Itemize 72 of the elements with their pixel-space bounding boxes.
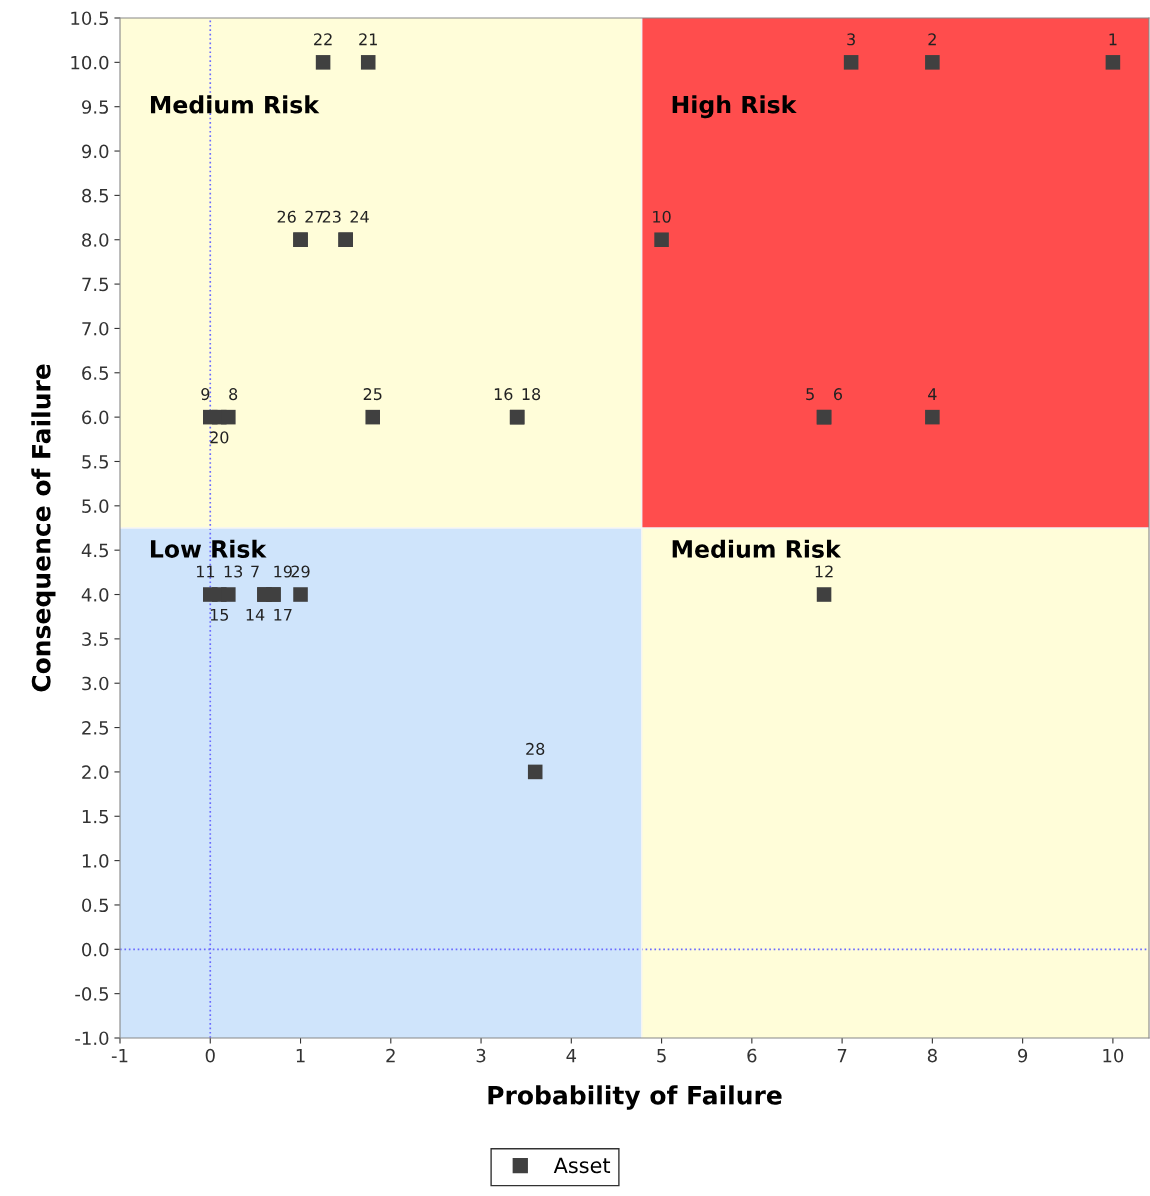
y-tick-label: 5.5 bbox=[82, 455, 109, 469]
annotation: 2 bbox=[928, 33, 936, 46]
annotation: 29 bbox=[291, 565, 310, 578]
annotation: 14 bbox=[246, 608, 265, 621]
y-tick-label: 2.0 bbox=[82, 765, 109, 780]
y-tick-label: 4.0 bbox=[81, 587, 109, 602]
annotation: 5 bbox=[806, 388, 814, 401]
annotation: 10 bbox=[653, 210, 671, 223]
annotation: 15 bbox=[210, 608, 229, 621]
y-tick-label: 6.5 bbox=[82, 366, 109, 380]
annotation: 7 bbox=[251, 565, 259, 578]
x-tick-label: 1 bbox=[296, 1048, 305, 1063]
y-tick-label: 5.0 bbox=[82, 499, 109, 513]
y-tick-label: 6.0 bbox=[82, 410, 109, 425]
y-tick-label: -0.5 bbox=[75, 987, 109, 1001]
x-tick-label: -1 bbox=[111, 1048, 128, 1063]
annotation: 18 bbox=[522, 388, 541, 401]
annotation: 16 bbox=[494, 388, 513, 401]
y-tick-label: 7.0 bbox=[82, 321, 109, 336]
y-tick-label: -1.0 bbox=[75, 1031, 109, 1046]
annotation: 20 bbox=[210, 431, 229, 444]
y-tick-label: 8.0 bbox=[82, 233, 109, 247]
x-tick-label: 0 bbox=[205, 1048, 215, 1063]
y-tick-label: 4.5 bbox=[81, 543, 109, 558]
annotation: 22 bbox=[314, 33, 332, 46]
y-tick-label: 2.5 bbox=[82, 721, 109, 735]
y-tick-label: 1.0 bbox=[82, 854, 109, 868]
annotation: 17 bbox=[274, 608, 292, 621]
annotation: Medium Risk bbox=[150, 95, 320, 114]
annotation: 23 bbox=[322, 210, 341, 223]
y-tick-label: 1.5 bbox=[82, 809, 109, 824]
annotation: 26 bbox=[277, 210, 296, 223]
annotation: 25 bbox=[363, 388, 382, 401]
x-tick-label: 3 bbox=[476, 1048, 486, 1063]
annotation: 4 bbox=[928, 388, 937, 400]
y-tick-label: 0.0 bbox=[82, 942, 109, 957]
y-axis-title: Consequence of Failure bbox=[31, 364, 56, 692]
annotation: 12 bbox=[815, 565, 833, 578]
y-tick-label: 3.5 bbox=[82, 632, 109, 646]
annotation: 27 bbox=[305, 210, 324, 223]
y-tick-label: 9.0 bbox=[82, 144, 109, 159]
annotation: 8 bbox=[229, 388, 238, 401]
x-tick-label: 10 bbox=[1103, 1048, 1124, 1063]
y-tick-label: 3.0 bbox=[82, 676, 109, 691]
y-tick-label: 7.5 bbox=[82, 277, 109, 292]
annotation: 6 bbox=[833, 388, 843, 401]
y-tick-label: 0.5 bbox=[82, 898, 109, 913]
annotation: 19 bbox=[274, 565, 292, 578]
annotation: Low Risk bbox=[150, 539, 267, 558]
x-tick-label: 8 bbox=[927, 1048, 937, 1063]
y-tick-label: 9.5 bbox=[82, 100, 109, 114]
annotation: 9 bbox=[201, 388, 210, 401]
y-tick-label: 10.5 bbox=[71, 11, 109, 26]
x-tick-label: 4 bbox=[566, 1048, 577, 1063]
annotation: High Risk bbox=[672, 95, 797, 119]
annotation: 1 bbox=[1109, 33, 1117, 46]
x-tick-label: 7 bbox=[837, 1048, 847, 1063]
annotation: 21 bbox=[359, 33, 377, 46]
x-tick-label: 2 bbox=[386, 1048, 395, 1063]
annotation: Medium Risk bbox=[672, 539, 842, 558]
annotation: 3 bbox=[847, 33, 855, 46]
x-tick-label: 9 bbox=[1018, 1048, 1028, 1063]
y-tick-label: 10.0 bbox=[71, 55, 109, 70]
legend-label: Asset bbox=[553, 1157, 611, 1174]
y-tick-label: 8.5 bbox=[82, 188, 109, 203]
annotation: 24 bbox=[350, 210, 369, 223]
annotation: 28 bbox=[526, 742, 545, 755]
x-axis-title: Probability of Failure bbox=[488, 1085, 782, 1110]
x-tick-label: 6 bbox=[747, 1048, 757, 1063]
x-tick-label: 5 bbox=[657, 1048, 666, 1063]
annotation: 13 bbox=[224, 565, 243, 578]
annotation: 11 bbox=[196, 565, 215, 578]
